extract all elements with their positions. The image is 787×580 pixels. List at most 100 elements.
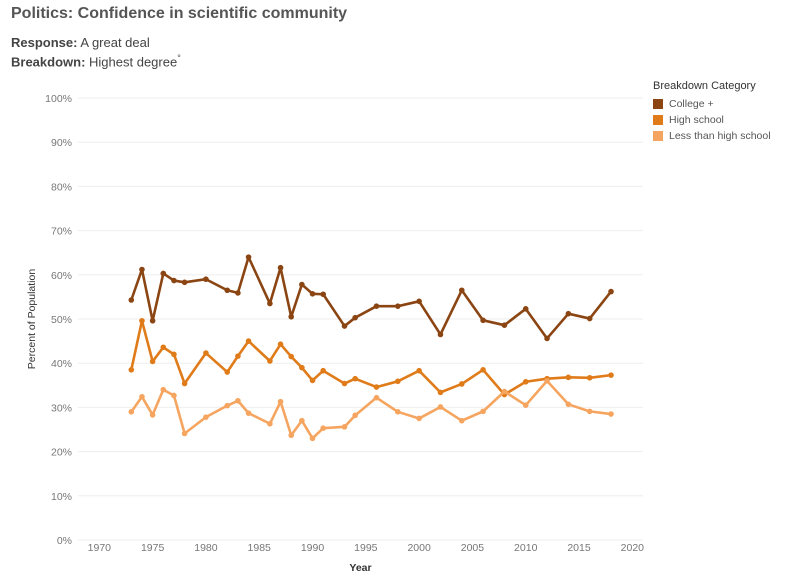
data-point[interactable] <box>437 404 444 410</box>
data-point[interactable] <box>171 392 177 399</box>
data-point[interactable] <box>128 367 135 373</box>
data-point[interactable] <box>288 313 295 320</box>
data-point[interactable] <box>320 425 326 431</box>
legend-item[interactable]: College + <box>653 96 771 112</box>
legend-item[interactable]: High school <box>653 112 771 128</box>
data-point[interactable] <box>299 417 305 424</box>
data-point[interactable] <box>181 279 188 286</box>
data-point[interactable] <box>416 298 422 305</box>
data-point[interactable] <box>352 375 358 382</box>
data-point[interactable] <box>224 287 231 294</box>
data-point[interactable] <box>608 372 614 378</box>
data-point[interactable] <box>149 412 156 418</box>
data-point[interactable] <box>586 315 593 322</box>
data-point[interactable] <box>235 353 241 359</box>
data-point[interactable] <box>501 322 508 328</box>
data-point[interactable] <box>352 314 358 321</box>
data-point[interactable] <box>544 378 550 384</box>
data-point[interactable] <box>416 367 422 374</box>
data-point[interactable] <box>309 377 316 384</box>
legend-item[interactable]: Less than high school <box>653 128 771 144</box>
data-point[interactable] <box>267 358 273 364</box>
data-point[interactable] <box>341 424 348 430</box>
data-point[interactable] <box>480 317 486 324</box>
data-point[interactable] <box>245 338 252 344</box>
legend-title: Breakdown Category <box>653 80 756 92</box>
data-point[interactable] <box>437 389 444 396</box>
data-point[interactable] <box>160 386 167 393</box>
data-point[interactable] <box>608 411 614 417</box>
data-point[interactable] <box>288 432 295 439</box>
data-point[interactable] <box>128 297 135 303</box>
data-point[interactable] <box>245 254 252 260</box>
data-point[interactable] <box>277 264 284 271</box>
data-point[interactable] <box>171 351 177 358</box>
data-point[interactable] <box>299 281 305 288</box>
data-point[interactable] <box>458 381 465 387</box>
data-point[interactable] <box>160 270 167 277</box>
data-point[interactable] <box>320 367 326 374</box>
x-tick-label: 1980 <box>194 542 218 554</box>
data-point[interactable] <box>299 364 305 371</box>
data-point[interactable] <box>395 378 401 385</box>
data-point[interactable] <box>565 374 572 381</box>
data-point[interactable] <box>224 369 231 375</box>
data-point[interactable] <box>139 317 145 324</box>
data-point[interactable] <box>224 402 231 409</box>
data-point[interactable] <box>149 317 156 324</box>
breakdown-label: Breakdown: <box>11 54 86 70</box>
data-point[interactable] <box>128 409 135 415</box>
data-point[interactable] <box>277 398 284 405</box>
data-point[interactable] <box>139 393 145 400</box>
series-line[interactable] <box>130 379 612 440</box>
data-point[interactable] <box>267 300 273 307</box>
data-point[interactable] <box>480 367 486 373</box>
data-point[interactable] <box>181 380 188 387</box>
data-point[interactable] <box>160 344 167 351</box>
data-point[interactable] <box>373 303 380 309</box>
data-point[interactable] <box>203 276 209 283</box>
data-point[interactable] <box>586 374 593 381</box>
data-point[interactable] <box>181 430 188 437</box>
data-point[interactable] <box>522 378 529 385</box>
data-point[interactable] <box>395 303 401 309</box>
data-point[interactable] <box>309 291 316 297</box>
data-point[interactable] <box>203 350 209 356</box>
data-point[interactable] <box>416 415 422 422</box>
data-point[interactable] <box>139 266 145 273</box>
breakdown-info-marker[interactable]: ° <box>177 53 181 63</box>
data-point[interactable] <box>235 290 241 296</box>
data-point[interactable] <box>565 401 572 408</box>
data-point[interactable] <box>149 358 156 365</box>
data-point[interactable] <box>544 335 550 342</box>
data-point[interactable] <box>341 323 348 329</box>
data-point[interactable] <box>373 394 380 401</box>
data-point[interactable] <box>320 291 326 298</box>
data-point[interactable] <box>245 410 252 416</box>
data-point[interactable] <box>373 384 380 390</box>
data-point[interactable] <box>352 412 358 419</box>
data-point[interactable] <box>480 408 486 415</box>
data-point[interactable] <box>522 306 529 312</box>
data-point[interactable] <box>171 277 177 284</box>
data-point[interactable] <box>522 402 529 408</box>
data-point[interactable] <box>395 409 401 415</box>
data-point[interactable] <box>458 287 465 294</box>
data-point[interactable] <box>501 388 508 395</box>
data-point[interactable] <box>437 331 444 338</box>
data-point[interactable] <box>288 353 295 360</box>
data-point[interactable] <box>458 417 465 424</box>
series-line[interactable] <box>130 255 613 340</box>
data-point[interactable] <box>309 435 316 442</box>
data-point[interactable] <box>608 288 614 295</box>
x-tick-label: 1975 <box>141 542 165 554</box>
data-point[interactable] <box>586 408 593 415</box>
data-point[interactable] <box>565 310 572 317</box>
series-line[interactable] <box>130 319 612 396</box>
data-point[interactable] <box>203 414 209 420</box>
data-point[interactable] <box>277 341 284 347</box>
data-point[interactable] <box>267 420 273 427</box>
data-point[interactable] <box>235 397 241 404</box>
data-point[interactable] <box>341 380 348 387</box>
